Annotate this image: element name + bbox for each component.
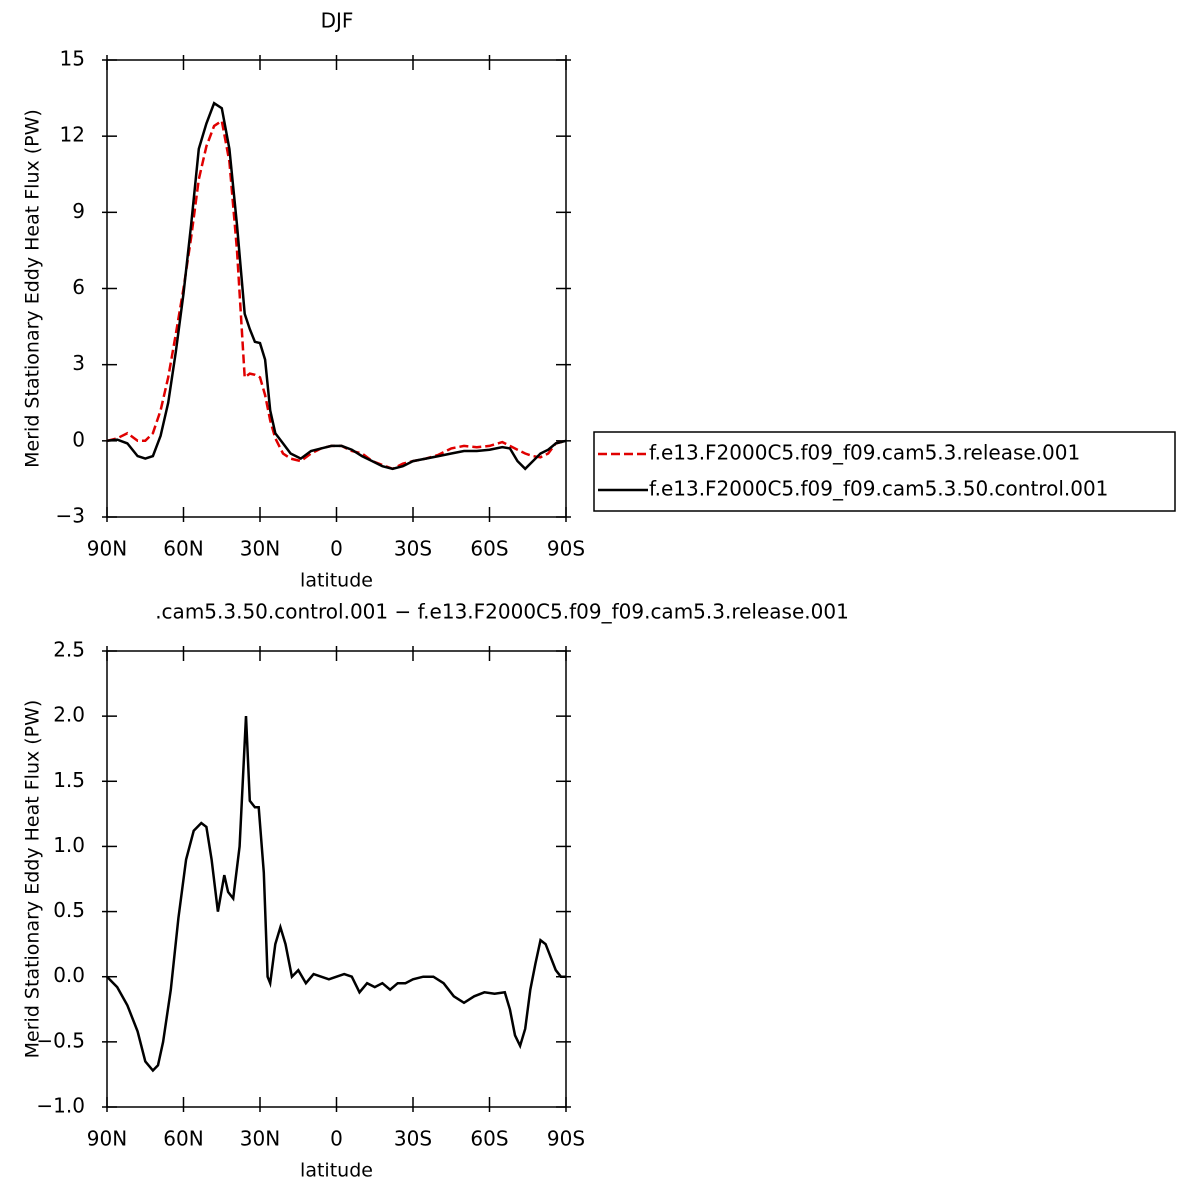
x-axis-label: latitude bbox=[300, 570, 373, 592]
y-tick-label: 15 bbox=[60, 47, 85, 71]
data-line bbox=[106, 101, 567, 471]
x-tick-label: 90S bbox=[547, 537, 585, 561]
y-tick-label: 1.0 bbox=[53, 833, 85, 857]
data-line bbox=[106, 118, 567, 471]
x-tick-label: 30N bbox=[240, 1127, 280, 1151]
chart-title: DJF bbox=[321, 9, 354, 33]
x-tick-label: 90N bbox=[87, 1127, 127, 1151]
x-tick-label: 90N bbox=[87, 537, 127, 561]
y-tick-label: 0.5 bbox=[53, 898, 85, 922]
x-tick-label: 0 bbox=[330, 537, 343, 561]
x-tick-label: 60S bbox=[470, 537, 508, 561]
x-tick-label: 0 bbox=[330, 1127, 343, 1151]
x-axis-label: latitude bbox=[300, 1160, 373, 1182]
y-tick-label: −3 bbox=[56, 504, 85, 528]
x-tick-label: 60N bbox=[163, 1127, 203, 1151]
x-tick-label: 30S bbox=[394, 537, 432, 561]
x-tick-label: 30N bbox=[240, 537, 280, 561]
x-tick-label: 30S bbox=[394, 1127, 432, 1151]
x-tick-label: 90S bbox=[547, 1127, 585, 1151]
y-tick-label: −0.5 bbox=[36, 1028, 85, 1052]
x-tick-label: 60N bbox=[163, 537, 203, 561]
y-tick-label: 1.5 bbox=[53, 768, 85, 792]
y-tick-label: 12 bbox=[60, 123, 85, 147]
plot-frame bbox=[106, 650, 567, 1108]
y-axis-label: Merid Stationary Eddy Heat Flux (PW) bbox=[22, 109, 44, 468]
legend-box bbox=[593, 431, 1176, 512]
y-tick-label: 3 bbox=[72, 351, 85, 375]
legend-label: f.e13.F2000C5.f09_f09.cam5.3.50.control.… bbox=[649, 477, 1108, 501]
y-axis-label: Merid Stationary Eddy Heat Flux (PW) bbox=[22, 700, 44, 1059]
y-tick-label: 2.5 bbox=[53, 638, 85, 662]
data-line bbox=[106, 716, 566, 1073]
x-tick-label: 60S bbox=[470, 1127, 508, 1151]
y-tick-label: 0.0 bbox=[53, 963, 85, 987]
y-tick-label: −1.0 bbox=[36, 1094, 85, 1118]
y-tick-label: 2.0 bbox=[53, 703, 85, 727]
y-tick-label: 6 bbox=[72, 275, 85, 299]
chart-title: .cam5.3.50.control.001 − f.e13.F2000C5.f… bbox=[155, 600, 849, 624]
y-tick-label: 9 bbox=[72, 199, 85, 223]
legend-label: f.e13.F2000C5.f09_f09.cam5.3.release.001 bbox=[649, 441, 1080, 465]
y-tick-label: 0 bbox=[72, 427, 85, 451]
